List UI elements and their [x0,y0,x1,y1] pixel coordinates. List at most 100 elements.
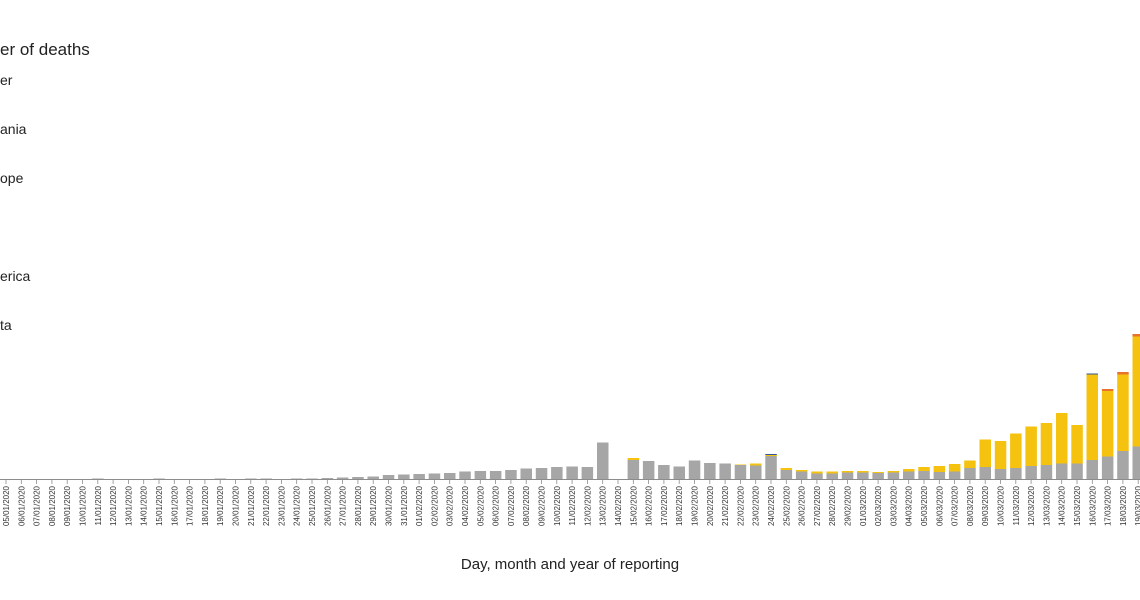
x-tick-label: 08/01/2020 [48,485,57,526]
bar-segment [872,473,884,479]
x-tick-label: 01/03/2020 [859,485,868,526]
x-tick-label: 17/03/2020 [1104,485,1113,526]
x-tick-label: 25/02/2020 [782,485,791,526]
bar-segment [1025,466,1037,479]
x-tick-label: 25/01/2020 [308,485,317,526]
bar-segment [918,467,930,471]
bar-segment [321,478,334,479]
bar-segment [566,466,578,479]
bar-segment [780,470,793,479]
x-tick-label: 10/01/2020 [79,485,88,526]
x-tick-label: 15/01/2020 [155,485,164,526]
legend-entry: ania [0,121,27,137]
bar-segment [994,469,1007,479]
x-tick-label: 10/02/2020 [553,485,562,526]
bar-segment [367,476,379,479]
bar-segment [857,471,869,473]
x-tick-label: 29/02/2020 [844,485,853,526]
x-tick-label: 04/02/2020 [461,485,470,526]
bar-segment [306,478,318,479]
bar-segment [841,471,854,473]
bar-segment [750,463,762,466]
x-tick-label: 13/02/2020 [599,485,608,526]
x-tick-label: 04/03/2020 [905,485,914,526]
x-tick-label: 12/02/2020 [583,485,592,526]
bar-segment [1117,374,1129,451]
x-tick-label: 06/02/2020 [492,485,501,526]
x-tick-label: 16/01/2020 [170,485,179,526]
x-tick-label: 01/02/2020 [415,485,424,526]
x-tick-label: 18/01/2020 [201,485,210,526]
bar-segment [413,474,425,479]
bar-segment [994,441,1007,469]
x-tick-label: 24/02/2020 [767,485,776,526]
bar-segment [933,466,946,472]
bar-segment [1101,391,1114,457]
bar-segment [734,465,747,479]
bar-segment [581,467,594,479]
x-tick-label: 21/02/2020 [721,485,730,526]
bar-segment [336,477,349,479]
x-tick-label: 05/02/2020 [476,485,485,526]
x-tick-label: 09/01/2020 [63,485,72,526]
x-tick-label: 26/01/2020 [323,485,332,526]
bar-segment [290,478,303,479]
bar-segment [551,467,563,479]
bar-segment [505,470,517,479]
x-tick-label: 29/01/2020 [369,485,378,526]
bar-segment [857,472,869,479]
x-tick-label: 19/02/2020 [691,485,700,526]
bar-segment [704,463,716,479]
x-tick-label: 19/01/2020 [216,485,225,526]
bar-segment [1132,334,1140,337]
bar-segment [1101,389,1114,391]
bar-segment [765,455,777,456]
x-tick-label: 07/01/2020 [33,485,42,526]
x-tick-label: 06/01/2020 [17,485,26,526]
bar-segment [780,468,793,470]
x-tick-label: 11/03/2020 [1012,485,1021,525]
bar-segment [352,477,364,479]
x-tick-label: 30/01/2020 [385,485,394,526]
bar-segment [260,478,272,479]
x-tick-label: 15/03/2020 [1073,485,1082,526]
x-tick-label: 18/03/2020 [1119,485,1128,526]
x-tick-label: 08/02/2020 [522,485,531,526]
bar-segment [1117,372,1129,375]
bar-segment [642,461,655,479]
x-tick-label: 28/02/2020 [828,485,837,526]
bar-segment [627,458,640,460]
bar-segment [948,464,961,472]
bar-segment [826,473,838,479]
x-tick-label: 11/01/2020 [94,485,103,525]
bar-segment [795,471,808,479]
bar-segment [765,454,777,455]
x-tick-label: 06/03/2020 [935,485,944,526]
bar-segment [597,442,609,479]
bar-segment [1071,463,1083,479]
x-tick-label: 09/03/2020 [981,485,990,526]
x-tick-label: 05/03/2020 [920,485,929,526]
bar-segment [979,467,991,479]
bar-segment [627,460,640,479]
x-tick-label: 28/01/2020 [354,485,363,526]
bar-segment [948,471,961,479]
bar-segment [1040,423,1053,465]
bar-segment [245,478,257,479]
bar-segment [979,439,991,467]
x-tick-label: 20/01/2020 [232,485,241,526]
x-tick-label: 07/03/2020 [951,485,960,526]
bar-segment [765,456,777,479]
x-tick-label: 22/02/2020 [736,485,745,526]
x-tick-label: 13/01/2020 [124,485,133,526]
bar-segment [887,472,900,479]
x-tick-label: 14/03/2020 [1058,485,1067,526]
bar-segment [750,465,762,479]
bar-segment [673,466,685,479]
x-tick-label: 02/03/2020 [874,485,883,526]
x-tick-label: 12/01/2020 [109,485,118,526]
x-tick-label: 17/01/2020 [186,485,195,526]
bar-segment [964,468,976,479]
x-tick-label: 21/01/2020 [247,485,256,526]
bar-segment [459,471,471,479]
